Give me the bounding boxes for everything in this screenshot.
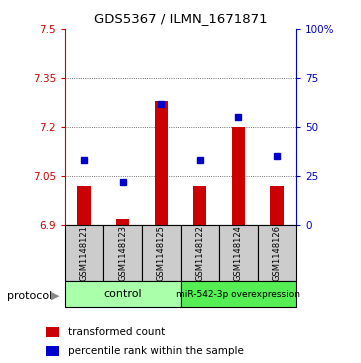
- Bar: [231, 127, 245, 225]
- Text: GSM1148121: GSM1148121: [80, 225, 89, 281]
- Text: GSM1148123: GSM1148123: [118, 225, 127, 281]
- Bar: [46, 346, 58, 356]
- Text: protocol: protocol: [7, 291, 52, 301]
- Bar: [78, 186, 91, 225]
- Bar: [65, 281, 180, 307]
- Text: ▶: ▶: [51, 291, 60, 301]
- Bar: [193, 186, 206, 225]
- Bar: [257, 225, 296, 281]
- Bar: [46, 327, 58, 337]
- Bar: [180, 281, 296, 307]
- Bar: [104, 225, 142, 281]
- Bar: [142, 225, 180, 281]
- Bar: [116, 219, 130, 225]
- Bar: [219, 225, 257, 281]
- Title: GDS5367 / ILMN_1671871: GDS5367 / ILMN_1671871: [94, 12, 267, 25]
- Text: percentile rank within the sample: percentile rank within the sample: [68, 346, 244, 356]
- Text: transformed count: transformed count: [68, 327, 165, 337]
- Text: GSM1148122: GSM1148122: [195, 225, 204, 281]
- Bar: [155, 101, 168, 225]
- Bar: [180, 225, 219, 281]
- Text: control: control: [104, 289, 142, 299]
- Bar: [65, 225, 104, 281]
- Text: GSM1148126: GSM1148126: [272, 225, 281, 281]
- Text: GSM1148124: GSM1148124: [234, 225, 243, 281]
- Text: GSM1148125: GSM1148125: [157, 225, 166, 281]
- Bar: [270, 186, 283, 225]
- Text: miR-542-3p overexpression: miR-542-3p overexpression: [176, 290, 300, 298]
